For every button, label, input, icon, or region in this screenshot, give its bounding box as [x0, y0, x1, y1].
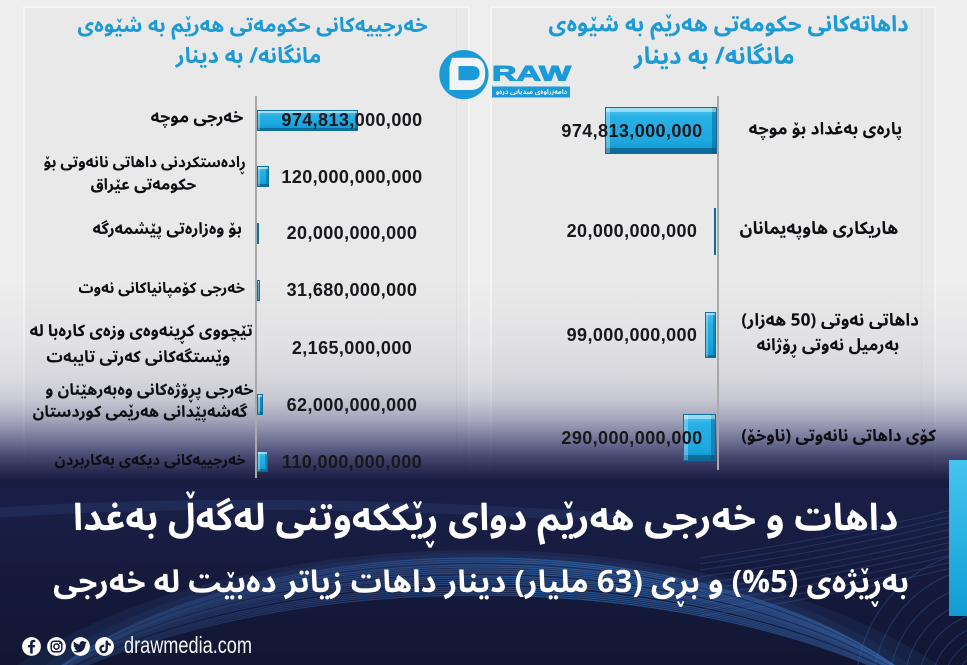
svg-text:drawmedia.com: drawmedia.com — [124, 636, 252, 658]
svg-text:RAW: RAW — [492, 63, 571, 86]
